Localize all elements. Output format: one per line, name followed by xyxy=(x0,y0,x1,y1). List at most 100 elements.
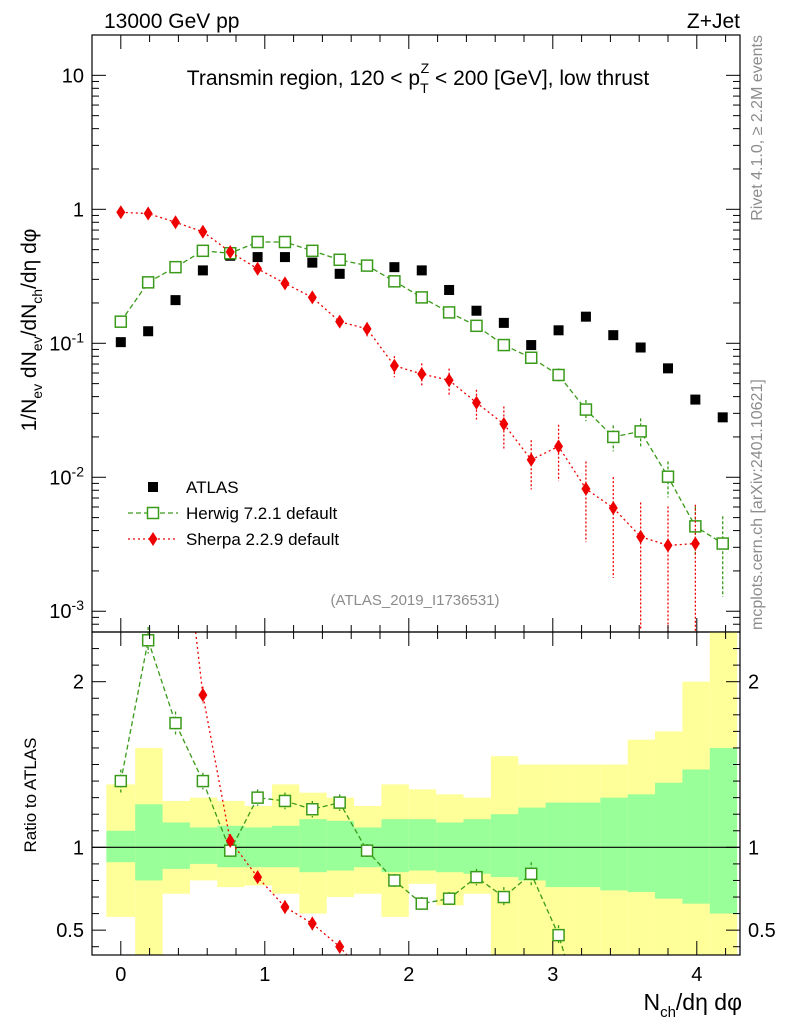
legend-label: Herwig 7.2.1 default xyxy=(186,504,337,523)
band-green xyxy=(106,830,136,863)
band-green xyxy=(463,819,491,874)
sherpa-ratio-point xyxy=(335,939,345,954)
atlas-main-point xyxy=(663,363,673,374)
atlas-main-point xyxy=(553,325,564,336)
main-y-tick-label: 10-2 xyxy=(49,463,84,489)
ratio-data-layer xyxy=(114,627,566,955)
herwig-ratio-point xyxy=(306,802,319,816)
herwig-main-point xyxy=(278,235,292,249)
sherpa-main-point xyxy=(444,373,454,388)
herwig-ratio-point xyxy=(415,897,429,910)
herwig-main-point xyxy=(251,235,264,249)
ratio-y-axis-label: Ratio to ATLAS xyxy=(21,738,40,853)
band-green xyxy=(490,814,519,878)
main-y-tick-label: 10-3 xyxy=(49,597,84,623)
atlas-main-point xyxy=(635,342,646,353)
sherpa-main-point xyxy=(554,439,564,454)
band-green xyxy=(408,819,437,871)
sherpa-main-point xyxy=(335,314,345,329)
sherpa-main-point xyxy=(663,538,673,553)
atlas-main-point xyxy=(580,311,591,322)
atlas-main-point xyxy=(498,317,509,328)
ratio-axes: 0.5 0.5 1 1 2 2 0 1 2 3 4 xyxy=(56,631,776,986)
band-green xyxy=(299,819,327,873)
atlas-main-point xyxy=(334,268,345,279)
herwig-ratio-point xyxy=(333,796,346,809)
herwig-main-point xyxy=(579,403,593,416)
ylabel-part2: dN xyxy=(18,351,41,384)
sherpa-main-point xyxy=(116,205,126,220)
ylabel-sub-ev1: ev xyxy=(29,384,45,399)
atlas-main-point xyxy=(526,340,537,351)
legend: ATLAS Herwig 7.2.1 default Sherpa 2.2.9 de… xyxy=(128,478,339,549)
main-y-tick-label: 10-1 xyxy=(49,329,84,355)
atlas-main-point xyxy=(252,252,263,263)
x-tick-label: 0 xyxy=(115,964,126,986)
legend-marker xyxy=(146,506,160,520)
title-part-region: Transmin region, 120 < p xyxy=(187,67,420,90)
ratio-y-tick-label-left: 0.5 xyxy=(56,920,84,942)
herwig-main-point xyxy=(470,319,483,333)
herwig-main-point xyxy=(634,425,647,438)
herwig-ratio-point xyxy=(196,774,210,788)
band-green xyxy=(655,782,683,899)
xlabel-N: N xyxy=(643,989,660,1015)
sherpa-main-point xyxy=(225,245,235,260)
herwig-main-point xyxy=(552,368,565,382)
xlabel-rest: /dη dφ xyxy=(676,989,742,1015)
y-tick-exponent: -2 xyxy=(72,463,85,479)
herwig-ratio-point xyxy=(388,874,401,887)
ratio-y-tick-label-right: 0.5 xyxy=(748,920,776,942)
ratio-uncertainty-bands xyxy=(92,632,740,955)
sherpa-main-point xyxy=(280,276,290,291)
herwig-ratio-point xyxy=(360,844,374,857)
band-green xyxy=(381,819,409,873)
x-tick-label: 4 xyxy=(691,964,702,986)
header-right-label: Z+Jet xyxy=(687,10,740,33)
atlas-main-point xyxy=(690,394,701,405)
y-tick-base: 10 xyxy=(49,333,71,355)
sherpa-ratio-point xyxy=(280,899,290,914)
sherpa-main-point xyxy=(417,366,427,381)
band-green xyxy=(272,825,300,868)
atlas-main-point xyxy=(416,265,427,276)
herwig-ratio-point xyxy=(141,634,155,647)
sherpa-ratio-line xyxy=(194,632,348,955)
sherpa-ratio-point xyxy=(307,916,317,931)
sherpa-main-point xyxy=(389,358,399,373)
herwig-main-point xyxy=(524,351,538,364)
herwig-main-point xyxy=(360,259,374,272)
legend-label: Sherpa 2.2.9 default xyxy=(186,530,339,549)
title-sup-Z: Z xyxy=(421,60,430,76)
atlas-main-point xyxy=(115,337,126,348)
herwig-ratio-point xyxy=(552,928,565,942)
atlas-main-point xyxy=(143,326,154,337)
sherpa-main-point xyxy=(143,206,153,221)
atlas-main-point xyxy=(717,412,728,423)
x-tick-label: 1 xyxy=(259,964,270,986)
band-green xyxy=(162,822,190,869)
herwig-main-point xyxy=(497,338,511,352)
herwig-ratio-point xyxy=(114,774,128,788)
band-green xyxy=(572,802,601,888)
herwig-ratio-point xyxy=(169,716,182,730)
y-tick-base: 10 xyxy=(49,601,71,623)
ratio-y-tick-label-left: 2 xyxy=(73,672,84,694)
band-green xyxy=(326,820,355,871)
band-green xyxy=(545,802,573,888)
herwig-main-point xyxy=(388,275,401,288)
herwig-main-line xyxy=(120,241,724,545)
sherpa-ratio-point xyxy=(253,870,263,885)
legend-marker xyxy=(148,532,158,546)
herwig-ratio-point xyxy=(442,892,456,905)
atlas-main-point xyxy=(444,284,455,295)
ratio-panel: 0.5 0.5 1 1 2 2 0 1 2 3 4 Ratio to ATLAS Nch/dη dφ xyxy=(21,627,776,1021)
sherpa-main-point xyxy=(253,261,263,276)
main-panel: ATLAS Herwig 7.2.1 default Sherpa 2.2.9 de… xyxy=(18,34,741,633)
y-tick-exponent: -1 xyxy=(72,329,85,345)
atlas-main-point xyxy=(389,262,400,273)
sherpa-main-point xyxy=(362,321,372,336)
herwig-ratio-point xyxy=(278,794,292,808)
band-green xyxy=(709,747,738,914)
